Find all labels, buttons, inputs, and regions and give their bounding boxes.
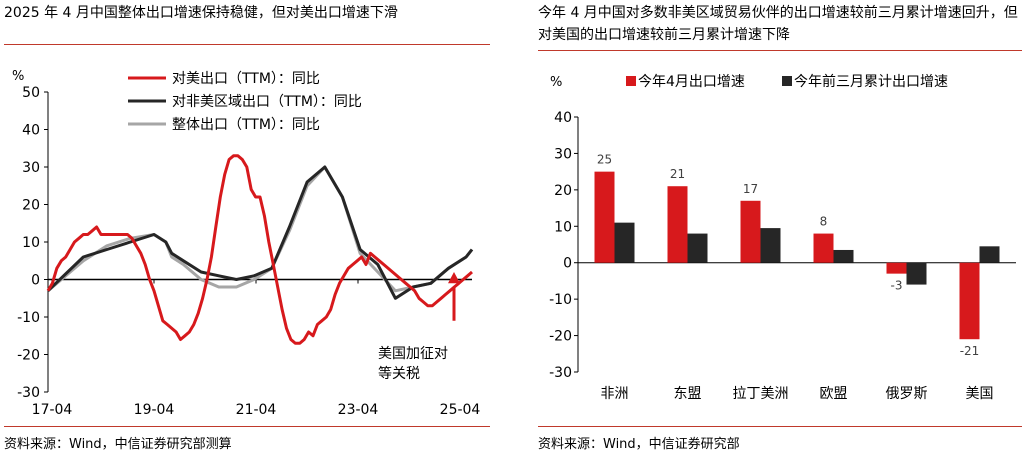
left-source-rule [4, 426, 490, 427]
series-line-us [46, 154, 473, 345]
y-tick-label: 0 [563, 256, 572, 272]
bar-q1 [833, 249, 854, 263]
y-tick-label: 10 [22, 235, 40, 251]
y-tick-label: 30 [554, 146, 572, 162]
y-unit-label: % [550, 75, 562, 90]
y-tick-label: -30 [17, 385, 40, 401]
x-tick-label: 25-04 [440, 402, 481, 418]
bar-q1 [906, 262, 927, 285]
bar-april [594, 171, 615, 263]
legend-label-q1: 今年前三月累计出口增速 [794, 73, 948, 90]
legend-label-us: 对美出口（TTM）：同比 [172, 71, 320, 87]
data-label: -21 [960, 344, 980, 358]
left-title-rule [4, 44, 490, 45]
y-tick-label: 40 [554, 110, 572, 126]
y-tick-label: 0 [31, 273, 40, 289]
legend-swatch-april [626, 76, 636, 86]
y-tick-label: 40 [22, 123, 40, 139]
x-category-label: 东盟 [674, 386, 702, 402]
y-tick-label: -20 [549, 329, 572, 345]
annotation-label-line1: 美国加征对 [378, 346, 448, 362]
y-tick-label: -10 [549, 292, 572, 308]
data-label: -3 [891, 279, 903, 293]
right-title-rule [538, 50, 1022, 51]
x-tick-label: 21-04 [236, 402, 277, 418]
right-bar-chart: % 40 30 20 10 0 -10 -20 -30 今年4月出口增速 今年前三月累计出口增速 25… [549, 73, 1016, 402]
data-label: 17 [743, 182, 758, 196]
right-source: 资料来源：Wind，中信证券研究部 [538, 437, 740, 452]
annotation-label-line2: 等关税 [378, 365, 420, 382]
data-label: 25 [597, 153, 612, 167]
bar-april [959, 262, 980, 340]
x-category-label: 美国 [966, 386, 994, 402]
x-tick-label: 17-04 [32, 402, 73, 418]
series-line-non-us [46, 165, 474, 300]
left-source: 资料来源：Wind，中信证券研究部测算 [4, 437, 232, 452]
y-tick-label: -30 [549, 365, 572, 381]
bar-q1 [760, 228, 781, 263]
data-label: 8 [820, 215, 828, 229]
y-tick-label: -10 [17, 310, 40, 326]
y-tick-label: 20 [554, 183, 572, 199]
bar-q1 [979, 246, 1000, 263]
x-tick-label: 19-04 [134, 402, 175, 418]
y-tick-label: 10 [554, 219, 572, 235]
legend-label-non-us: 对非美区域出口（TTM）：同比 [172, 94, 362, 110]
bar-april [667, 186, 688, 263]
bar-q1 [687, 233, 708, 263]
bar-april [740, 200, 761, 263]
y-tick-label: 30 [22, 160, 40, 176]
right-chart-title: 今年 4 月中国对多数非美区域贸易伙伴的出口增速较前三月累计增速回升，但对美国的… [538, 5, 1018, 43]
y-tick-label: 50 [22, 85, 40, 101]
left-chart-title: 2025 年 4 月中国整体出口增速保持稳健，但对美出口增速下滑 [4, 5, 398, 21]
x-category-label: 俄罗斯 [886, 386, 928, 402]
x-tick-label: 23-04 [338, 402, 379, 418]
right-source-rule [538, 426, 1022, 427]
bar-april [813, 233, 834, 263]
right-panel: 今年 4 月中国对多数非美区域贸易伙伴的出口增速较前三月累计增速回升，但对美国的… [534, 0, 1024, 455]
x-category-label: 拉丁美洲 [733, 386, 789, 402]
bar-q1 [614, 222, 635, 263]
x-category-label: 欧盟 [820, 386, 848, 402]
data-label: 21 [670, 167, 685, 181]
legend-swatch-q1 [782, 76, 792, 86]
annotation-arrowhead [448, 272, 460, 284]
bar-april [886, 262, 907, 274]
y-unit-label: % [12, 69, 24, 84]
left-panel: 2025 年 4 月中国整体出口增速保持稳健，但对美出口增速下滑 % 50 40 30… [0, 0, 492, 455]
y-tick-label: 20 [22, 198, 40, 214]
legend-label-total: 整体出口（TTM）：同比 [172, 117, 320, 133]
y-tick-label: -20 [17, 348, 40, 364]
legend-label-april: 今年4月出口增速 [638, 74, 745, 90]
x-category-label: 非洲 [601, 386, 629, 402]
